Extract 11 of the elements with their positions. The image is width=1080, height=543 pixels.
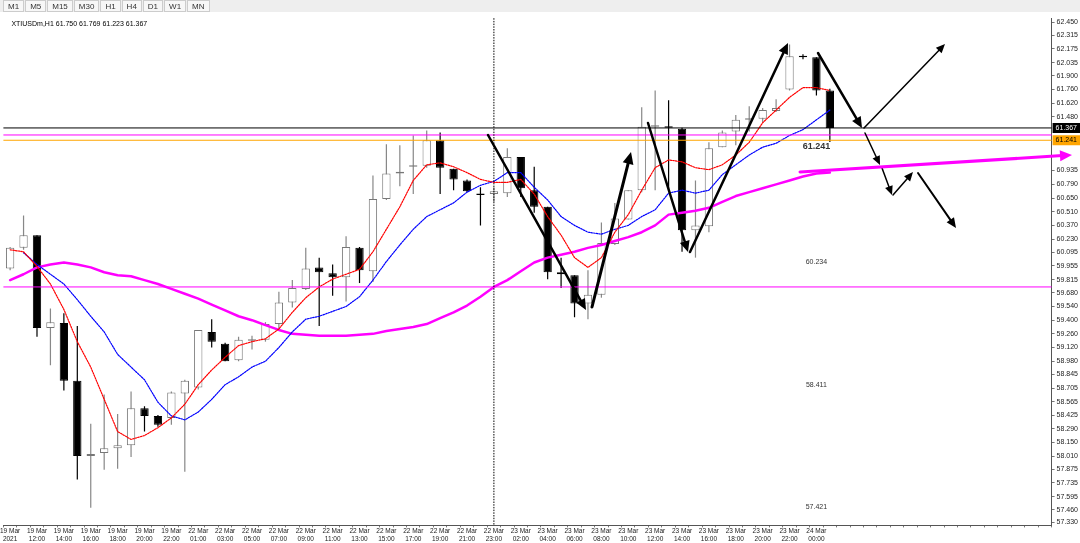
text: M30 <box>73 0 100 12</box>
text: M1 <box>3 0 25 12</box>
text: M15 <box>47 0 73 12</box>
text: W1 <box>164 0 187 12</box>
text: M5 <box>25 0 47 12</box>
text: H4 <box>121 0 142 12</box>
text: H1 <box>100 0 121 12</box>
candlestick <box>583 270 593 320</box>
text: D1 <box>142 0 164 12</box>
annotation: 61.241 <box>802 141 831 152</box>
text: MN <box>187 0 210 12</box>
